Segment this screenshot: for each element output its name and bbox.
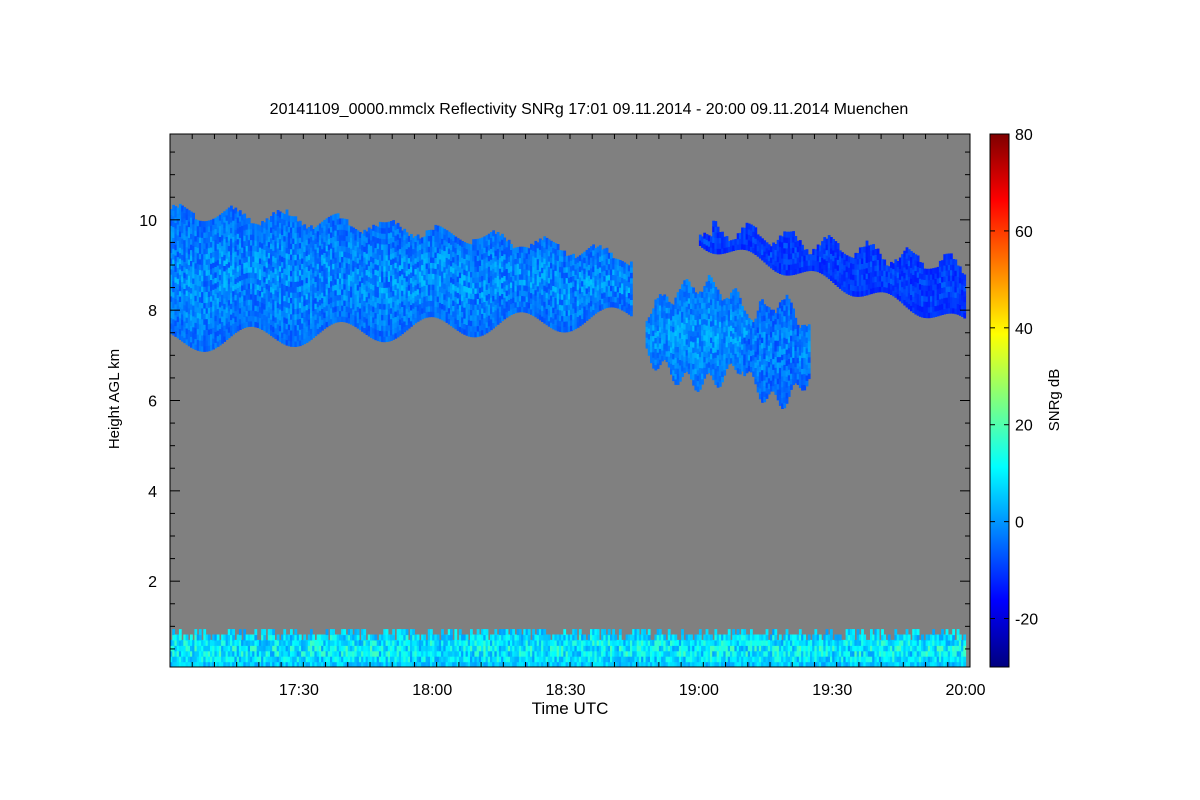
- feature-upper-cloud-layer: [170, 203, 633, 352]
- x-tick-label: 18:30: [546, 682, 586, 699]
- y-tick-label: 10: [139, 213, 157, 230]
- y-axis-label: Height AGL km: [106, 349, 123, 449]
- x-tick-label: 18:00: [412, 682, 452, 699]
- y-tick-label: 2: [148, 574, 157, 591]
- feature-near-surface-clutter: [170, 629, 967, 667]
- plot-background: [170, 134, 970, 667]
- y-tick-labels: 2 4 6 8 10: [139, 213, 157, 591]
- y-tick-label: 6: [148, 394, 157, 411]
- chart-title: 20141109_0000.mmclx Reflectivity SNRg 17…: [270, 101, 909, 118]
- x-tick-label: 19:00: [679, 682, 719, 699]
- colorbar-tick-label: 0: [1015, 515, 1024, 532]
- colorbar: [989, 133, 1010, 668]
- plot-frame: [169, 133, 971, 668]
- colorbar-tick-label: 40: [1015, 321, 1033, 338]
- x-tick-label: 20:00: [946, 682, 986, 699]
- feature-sloping-upper-layer: [698, 220, 967, 319]
- y-tick-label: 8: [148, 303, 157, 320]
- x-tick-labels: 17:30 18:00 18:30 19:00 19:30 20:00: [279, 682, 986, 699]
- x-tick-label: 17:30: [279, 682, 319, 699]
- colorbar-tick-label: 80: [1015, 127, 1033, 144]
- x-axis-label: Time UTC: [532, 699, 609, 718]
- x-tick-label: 19:30: [812, 682, 852, 699]
- feature-cloud-patch: [645, 275, 753, 392]
- colorbar-tick-label: 60: [1015, 224, 1033, 241]
- y-tick-label: 4: [148, 484, 157, 501]
- colorbar-label: SNRg dB: [1046, 369, 1063, 432]
- feature-cloud-patch: [743, 294, 811, 409]
- colorbar-ticks: -20 0 20 40 60 80: [990, 127, 1038, 629]
- colorbar-tick-label: 20: [1015, 418, 1033, 435]
- data-layer: [170, 203, 967, 667]
- colorbar-tick-label: -20: [1015, 612, 1038, 629]
